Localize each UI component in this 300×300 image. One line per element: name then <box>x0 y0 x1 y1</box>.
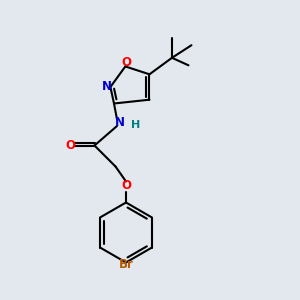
Text: Br: Br <box>118 258 134 272</box>
Text: N: N <box>114 116 124 129</box>
Text: N: N <box>102 80 112 94</box>
Text: O: O <box>121 179 131 192</box>
Text: O: O <box>121 56 131 69</box>
Text: O: O <box>65 139 75 152</box>
Text: H: H <box>131 120 140 130</box>
